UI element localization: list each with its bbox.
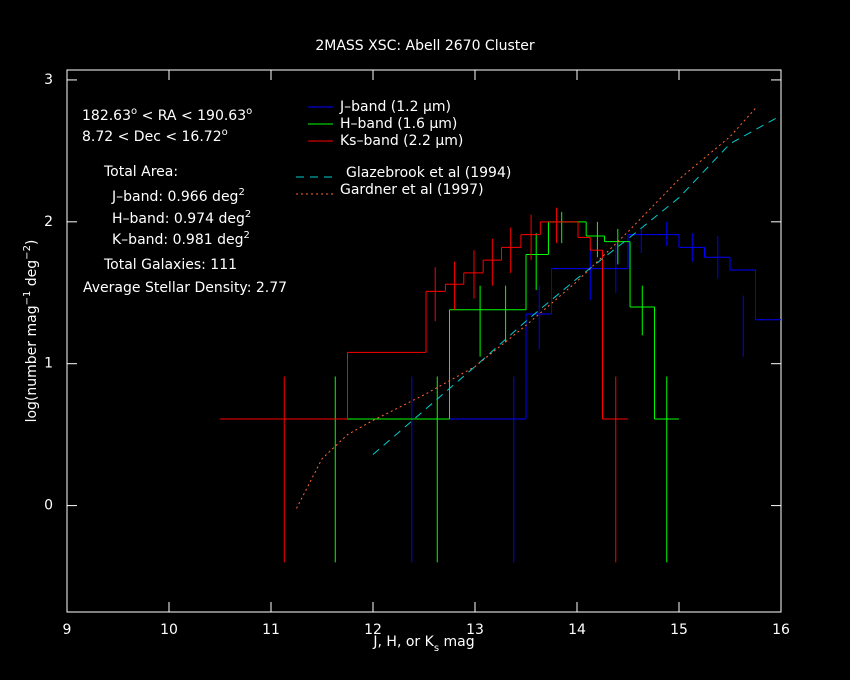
legend-label: Gardner et al (1997) (340, 182, 484, 198)
annotation-part: 182.63 (82, 108, 131, 124)
annotation-part: 2 (244, 230, 250, 241)
x-tick-label: 16 (772, 622, 790, 638)
x-tick-label: 12 (364, 622, 382, 638)
annotation: Total Area: (103, 164, 178, 180)
annotation: Average Stellar Density: 2.77 (83, 280, 287, 296)
annotation-part: J–band: 0.966 deg (111, 189, 238, 205)
annotation: Total Galaxies: 111 (103, 257, 237, 273)
y-tick-label: 2 (44, 214, 53, 230)
x-axis-label-part: mag (439, 634, 475, 650)
x-tick-label: 15 (670, 622, 688, 638)
y-axis-label-part: −2 (22, 245, 33, 260)
annotation: 182.63o < RA < 190.63o (82, 106, 252, 125)
series (220, 207, 628, 563)
annotation-part: o (222, 127, 228, 138)
x-axis-label-part: s (434, 643, 439, 654)
y-tick-label: 0 (44, 498, 53, 514)
annotation: 8.72 < Dec < 16.72o (82, 127, 228, 146)
annotation-part: Average Stellar Density: 2.77 (83, 280, 287, 296)
legend-label: J–band (1.2 μm) (339, 99, 451, 115)
y-axis-label-part: deg (24, 260, 40, 291)
y-axis-label-part: −1 (22, 291, 33, 306)
y-axis-label: log(number mag−1 deg−2) (22, 240, 41, 423)
model-line (372, 114, 782, 455)
annotation-part: Total Galaxies: 111 (103, 257, 237, 273)
annotation-part: 2 (238, 187, 244, 198)
x-axis-label: J, H, or Ks mag (372, 634, 474, 654)
y-tick-label: 3 (44, 72, 53, 88)
y-axis-label-part: log(number mag (24, 305, 40, 422)
series (284, 211, 679, 563)
x-axis-label-part: J, H, or K (372, 634, 434, 650)
y-axis-label-part: ) (24, 240, 40, 245)
annotation-part: < RA < 190.63 (137, 108, 246, 124)
x-tick-label: 9 (63, 622, 72, 638)
annotation-part: o (246, 106, 252, 117)
legend-label: Ks–band (2.2 μm) (340, 133, 463, 149)
annotation-part: K–band: 0.981 deg (112, 232, 244, 248)
x-tick-label: 13 (466, 622, 484, 638)
annotation: K–band: 0.981 deg2 (112, 230, 250, 249)
x-tick-label: 14 (568, 622, 586, 638)
chart-title: 2MASS XSC: Abell 2670 Cluster (315, 38, 535, 54)
annotation: H–band: 0.974 deg2 (112, 209, 251, 228)
y-tick-label: 1 (44, 356, 53, 372)
annotation-part: 8.72 < Dec < 16.72 (82, 129, 222, 145)
series (360, 221, 781, 563)
legend-label: Glazebrook et al (1994) (346, 165, 511, 181)
annotation: J–band: 0.966 deg2 (111, 187, 245, 206)
annotation-part: o (131, 106, 137, 117)
annotation-part: Total Area: (103, 164, 178, 180)
x-tick-label: 10 (160, 622, 178, 638)
annotation-part: 2 (245, 209, 251, 220)
legend-label: H–band (1.6 μm) (340, 116, 457, 132)
annotation-part: H–band: 0.974 deg (112, 211, 245, 227)
plot-frame (66, 69, 782, 613)
model-line (296, 107, 756, 509)
x-tick-label: 11 (262, 622, 280, 638)
